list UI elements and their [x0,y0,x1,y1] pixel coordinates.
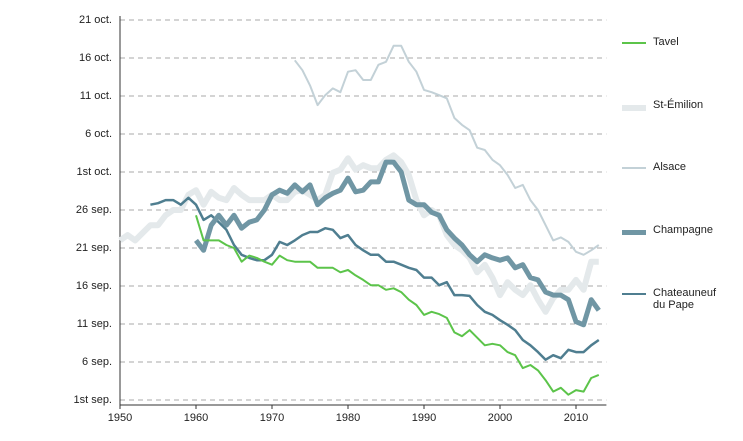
series-line [150,196,600,361]
series-line [294,44,600,256]
legend-item: St-Émilion [622,99,737,111]
y-tick-label: 11 oct. [80,90,112,102]
x-tick-label: 1950 [108,412,132,424]
y-tick-label: 16 sep. [76,280,112,292]
x-tick-label: 2000 [488,412,512,424]
legend-swatch [622,105,646,111]
legend-item: Champagne [622,224,737,236]
y-tick-label: 6 oct. [85,128,112,140]
series-line [118,152,599,315]
legend-label: Alsace [653,161,687,173]
legend-label: Chateauneuf du Pape [653,287,716,311]
y-tick-label: 21 oct. [79,14,112,26]
y-tick-label: 1st sep. [73,394,112,406]
x-tick-label: 2010 [564,412,588,424]
y-tick-label: 6 sep. [82,356,112,368]
y-tick-label: 1st oct. [77,166,112,178]
legend-item: Tavel [622,36,737,48]
x-tick-label: 1990 [412,412,436,424]
x-tick-label: 1970 [260,412,284,424]
y-tick-label: 16 oct. [79,52,112,64]
y-tick-label: 26 sep. [76,204,112,216]
series-line [194,159,601,328]
y-tick-label: 21 sep. [76,242,112,254]
legend-label: Champagne [653,224,713,236]
legend-item: Alsace [622,161,737,173]
legend-item: Chateauneuf du Pape [622,287,737,311]
legend-swatch [622,42,646,44]
legend-swatch [622,167,646,169]
legend-label: St-Émilion [653,99,704,111]
y-tick-label: 11 sep. [77,318,112,330]
legend-swatch [622,293,646,295]
x-tick-label: 1980 [336,412,360,424]
x-tick-label: 1960 [184,412,208,424]
legend-swatch [622,230,646,235]
series-line [195,215,600,396]
legend-label: Tavel [653,36,679,48]
